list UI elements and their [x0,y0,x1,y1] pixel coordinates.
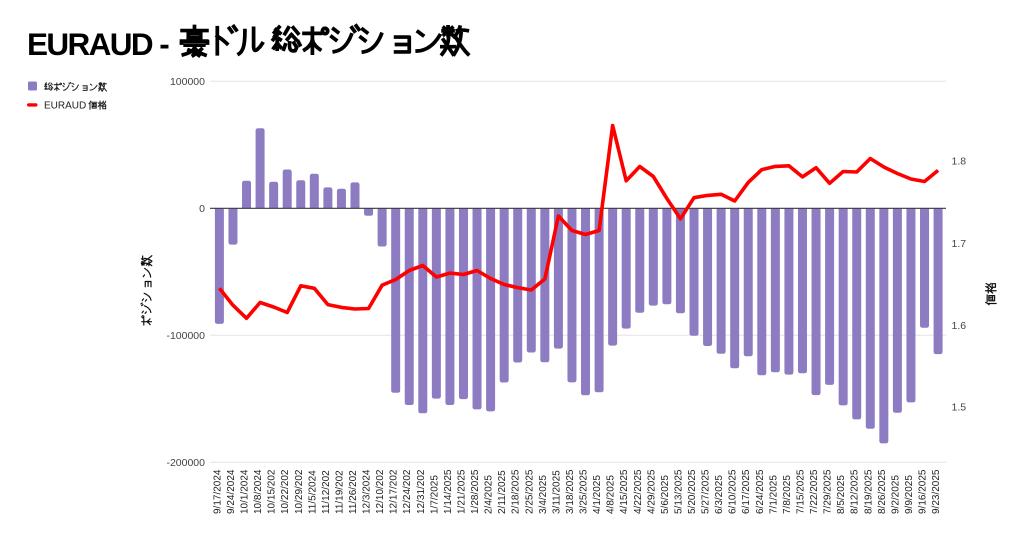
svg-text:3/11/2025: 3/11/2025 [551,470,562,514]
svg-text:2/11/2025: 2/11/2025 [497,470,508,514]
svg-text:12/31/202: 12/31/202 [416,469,427,514]
svg-text:3/4/2025: 3/4/2025 [538,475,549,514]
svg-text:12/24/202: 12/24/202 [402,469,413,514]
svg-text:6/10/2025: 6/10/2025 [728,469,739,514]
svg-text:1/21/2025: 1/21/2025 [456,469,467,514]
svg-text:10/8/2024: 10/8/2024 [253,469,264,514]
svg-text:EURAUD: EURAUD [44,100,86,111]
svg-text:5/27/2025: 5/27/2025 [701,469,712,514]
svg-text:7/15/2025: 7/15/2025 [795,469,806,514]
svg-text:5/13/2025: 5/13/2025 [673,469,684,514]
svg-text:2/18/2025: 2/18/2025 [511,469,522,514]
svg-text:12/17/202: 12/17/202 [389,469,400,514]
svg-text:6/3/2025: 6/3/2025 [714,475,725,514]
svg-text:-100000: -100000 [166,330,205,342]
svg-text:4/15/2025: 4/15/2025 [619,469,630,514]
svg-text:-200000: -200000 [166,457,205,469]
svg-text:4/8/2025: 4/8/2025 [606,475,617,514]
svg-text:10/1/2024: 10/1/2024 [240,469,251,514]
svg-text:4/1/2025: 4/1/2025 [592,475,603,514]
svg-text:7/8/2025: 7/8/2025 [782,475,793,514]
svg-text:5/6/2025: 5/6/2025 [660,475,671,514]
svg-text:6/24/2025: 6/24/2025 [755,469,766,514]
svg-text:8/5/2025: 8/5/2025 [836,475,847,514]
svg-text:0: 0 [199,203,205,215]
svg-text:12/3/2024: 12/3/2024 [362,469,373,514]
svg-text:11/26/202: 11/26/202 [348,470,359,514]
svg-text:EURAUD -: EURAUD - [27,26,170,62]
svg-text:12/10/202: 12/10/202 [375,469,386,514]
svg-text:1/7/2025: 1/7/2025 [429,475,440,514]
svg-text:2/4/2025: 2/4/2025 [484,475,495,514]
svg-text:7/22/2025: 7/22/2025 [809,469,820,514]
svg-text:9/24/2024: 9/24/2024 [226,469,237,514]
svg-text:7/1/2025: 7/1/2025 [768,475,779,514]
svg-text:1.5: 1.5 [952,402,967,414]
svg-text:4/22/2025: 4/22/2025 [633,469,644,514]
svg-text:9/17/2024: 9/17/2024 [212,469,223,514]
svg-text:1/28/2025: 1/28/2025 [470,469,481,514]
svg-text:5/20/2025: 5/20/2025 [687,469,698,514]
svg-text:8/19/2025: 8/19/2025 [863,469,874,514]
svg-text:9/23/2025: 9/23/2025 [931,469,942,514]
svg-text:100000: 100000 [170,76,205,88]
svg-text:9/9/2025: 9/9/2025 [904,475,915,514]
svg-text:10/29/202: 10/29/202 [294,469,305,514]
svg-text:2/25/2025: 2/25/2025 [524,469,535,514]
svg-text:8/26/2025: 8/26/2025 [877,469,888,514]
svg-text:1.6: 1.6 [952,320,967,332]
svg-text:11/19/202: 11/19/202 [334,470,345,514]
svg-text:10/15/202: 10/15/202 [267,469,278,514]
svg-text:8/12/2025: 8/12/2025 [850,469,861,514]
svg-text:10/22/202: 10/22/202 [280,469,291,514]
svg-text:6/17/2025: 6/17/2025 [741,469,752,514]
svg-text:3/18/2025: 3/18/2025 [565,469,576,514]
svg-text:4/29/2025: 4/29/2025 [646,469,657,514]
svg-text:11/5/2024: 11/5/2024 [307,470,318,514]
svg-text:7/29/2025: 7/29/2025 [823,469,834,514]
svg-text:1.7: 1.7 [952,238,967,250]
svg-text:3/25/2025: 3/25/2025 [579,469,590,514]
svg-text:9/16/2025: 9/16/2025 [918,469,929,514]
svg-text:1.8: 1.8 [952,156,967,168]
svg-text:9/2/2025: 9/2/2025 [890,475,901,514]
svg-text:1/14/2025: 1/14/2025 [443,469,454,514]
svg-text:11/12/202: 11/12/202 [321,470,332,514]
